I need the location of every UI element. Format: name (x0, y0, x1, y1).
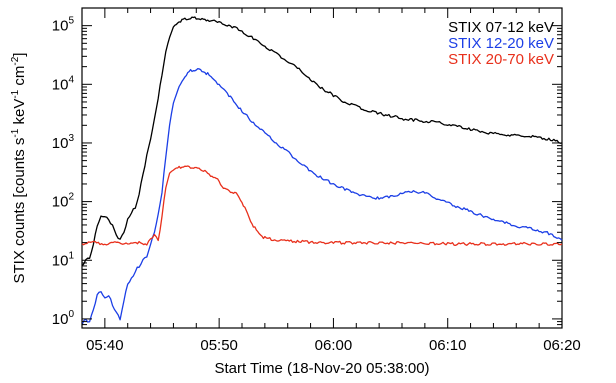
x-tick-label: 05:50 (200, 337, 238, 354)
y-axis-title: STIX counts [counts s-1 keV-1 cm-2] (10, 53, 28, 284)
plot-area (81, 7, 563, 329)
y-axis-title-part: keV (11, 99, 28, 129)
y-tick-label: 100 (52, 309, 75, 328)
x-axis-tick-labels: 05:40 05:50 06:00 06:10 06:20 (86, 337, 581, 354)
y-tick-base: 10 (52, 76, 69, 93)
y-tick-label: 105 (52, 16, 75, 35)
series-line (81, 165, 563, 246)
legend-entry: STIX 20-70 keV (448, 51, 554, 68)
y-tick-label: 101 (52, 250, 75, 269)
plot-frame (81, 7, 563, 329)
y-axis-title-exponent: -1 (10, 89, 21, 98)
y-tick-exponent: 5 (68, 16, 74, 27)
y-tick-label: 102 (52, 192, 75, 211)
y-tick-label: 104 (52, 74, 75, 93)
legend-entry: STIX 12-20 keV (448, 35, 554, 52)
y-tick-base: 10 (52, 311, 69, 328)
x-tick-label: 06:10 (429, 337, 467, 354)
x-tick-label: 06:20 (543, 337, 581, 354)
y-tick-exponent: 3 (68, 133, 74, 144)
y-tick-base: 10 (52, 18, 69, 35)
y-tick-exponent: 2 (68, 192, 74, 203)
y-tick-base: 10 (52, 194, 69, 211)
y-axis-title-part: cm (11, 66, 28, 90)
series-line (81, 16, 563, 267)
x-axis-ticks (81, 8, 563, 328)
y-tick-exponent: 1 (68, 250, 74, 261)
y-tick-exponent: 0 (68, 309, 74, 320)
legend-entry: STIX 07-12 keV (448, 19, 554, 36)
y-tick-exponent: 4 (68, 74, 74, 85)
y-axis-title-exponent: -1 (10, 128, 21, 137)
y-tick-label: 103 (52, 133, 75, 152)
x-tick-label: 05:40 (86, 337, 124, 354)
series-line (81, 68, 563, 326)
y-axis-title-part: ] (11, 53, 28, 57)
y-axis-ticks (82, 7, 562, 329)
y-tick-base: 10 (52, 252, 69, 269)
x-axis-title: Start Time (18-Nov-20 05:38:00) (214, 360, 429, 377)
x-tick-label: 06:00 (315, 337, 353, 354)
series-layer (81, 16, 563, 326)
y-axis-title-exponent: -2 (10, 56, 21, 65)
y-tick-base: 10 (52, 135, 69, 152)
y-axis-title-part: STIX counts [counts s (11, 138, 28, 284)
